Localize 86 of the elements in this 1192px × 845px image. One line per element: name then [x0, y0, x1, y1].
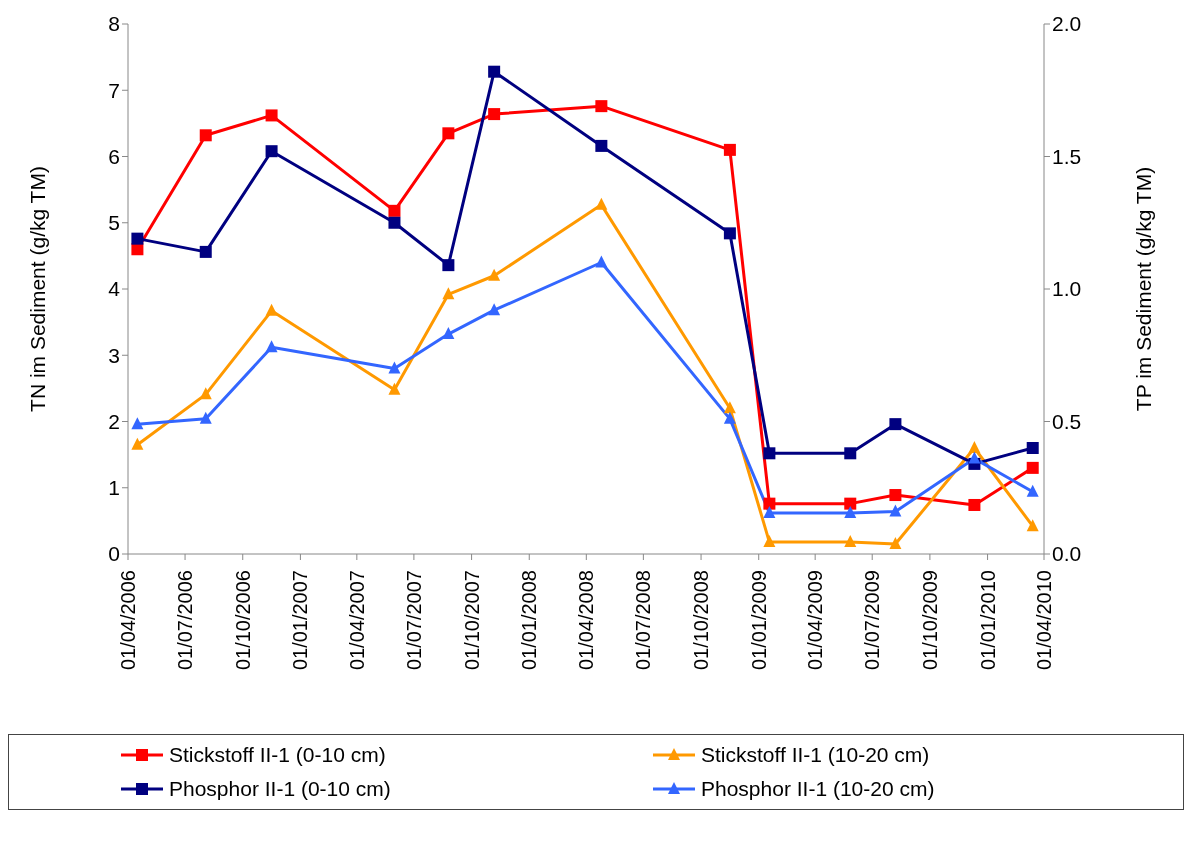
point: [763, 505, 776, 518]
x-tick-label: 01/07/2007: [402, 570, 425, 671]
x-tick-label: 01/04/2006: [117, 570, 139, 671]
point: [723, 401, 736, 414]
y2-tick-label: 2.0: [1052, 12, 1082, 36]
point: [1026, 519, 1039, 532]
point: [968, 498, 981, 511]
y-tick-label: 7: [108, 78, 120, 102]
point: [844, 535, 857, 548]
x-tick-label: 01/07/2009: [861, 570, 884, 671]
point: [131, 417, 144, 430]
x-tick-label: 01/01/2010: [976, 570, 999, 671]
point: [1026, 461, 1039, 474]
point: [488, 303, 501, 316]
point: [131, 437, 144, 450]
point: [442, 287, 455, 300]
point: [763, 447, 776, 460]
point: [199, 129, 212, 142]
x-tick-label: 01/10/2007: [460, 570, 483, 671]
point: [595, 255, 608, 268]
point: [265, 145, 278, 158]
point: [442, 327, 455, 340]
x-tick-label: 01/01/2007: [289, 570, 312, 671]
legend-label: Stickstoff II-1 (0-10 cm): [169, 743, 386, 767]
x-tick-label: 01/01/2009: [747, 570, 770, 671]
y-tick-label: 8: [108, 12, 120, 36]
point: [199, 411, 212, 424]
point: [265, 109, 278, 122]
y2-axis-title: TP im Sediment (g/kg TM): [1132, 166, 1156, 412]
point: [1026, 442, 1039, 454]
point: [488, 108, 501, 121]
y2-tick-label: 0.0: [1052, 542, 1082, 566]
point: [968, 441, 981, 453]
y2-tick-label: 0.5: [1052, 409, 1082, 433]
y-tick-label: 2: [108, 409, 120, 433]
point: [131, 232, 144, 245]
x-tick-label: 01/01/2008: [518, 570, 541, 671]
point: [723, 143, 736, 156]
point: [723, 227, 736, 240]
point: [889, 489, 902, 502]
point: [388, 361, 401, 374]
point: [844, 497, 857, 510]
point: [388, 216, 401, 229]
x-tick-label: 01/04/2010: [1033, 570, 1055, 671]
legend-label: Stickstoff II-1 (10-20 cm): [701, 743, 930, 767]
point: [1026, 484, 1039, 497]
y-tick-label: 4: [108, 277, 121, 301]
y2-tick-label: 1.5: [1052, 144, 1082, 168]
y-tick-label: 6: [108, 144, 120, 168]
point: [388, 382, 401, 395]
point: [388, 204, 401, 217]
point: [889, 418, 902, 431]
point: [763, 535, 776, 548]
point: [442, 259, 455, 272]
y-axis-title: TN im Sediment (g/kg TM): [26, 166, 50, 412]
x-tick-label: 01/10/2008: [690, 570, 713, 671]
x-tick-label: 01/10/2006: [231, 570, 254, 671]
x-tick-label: 01/10/2009: [918, 570, 941, 671]
point: [199, 245, 212, 258]
point: [595, 197, 608, 210]
point: [763, 497, 776, 510]
legend-label: Phosphor II-1 (0-10 cm): [169, 777, 391, 801]
point: [595, 100, 608, 113]
point: [488, 268, 501, 281]
x-tick-label: 01/07/2006: [174, 570, 197, 671]
x-tick-label: 01/07/2008: [632, 570, 655, 671]
point: [265, 303, 278, 316]
legend-label: Phosphor II-1 (10-20 cm): [701, 777, 935, 801]
point: [889, 537, 902, 550]
point: [265, 340, 278, 353]
point: [488, 65, 501, 78]
y-tick-label: 1: [108, 476, 120, 500]
point: [723, 411, 736, 424]
point: [968, 451, 981, 464]
x-tick-label: 01/04/2007: [345, 570, 368, 671]
y2-tick-label: 1.0: [1052, 277, 1082, 301]
y-tick-label: 3: [108, 343, 120, 367]
point: [844, 447, 857, 460]
point: [442, 127, 455, 140]
x-tick-label: 01/04/2008: [575, 570, 598, 671]
point: [844, 505, 857, 518]
x-tick-label: 01/04/2009: [804, 570, 827, 671]
y-tick-label: 5: [108, 211, 120, 235]
point: [595, 139, 608, 152]
y-tick-label: 0: [108, 542, 120, 566]
point: [889, 504, 902, 517]
